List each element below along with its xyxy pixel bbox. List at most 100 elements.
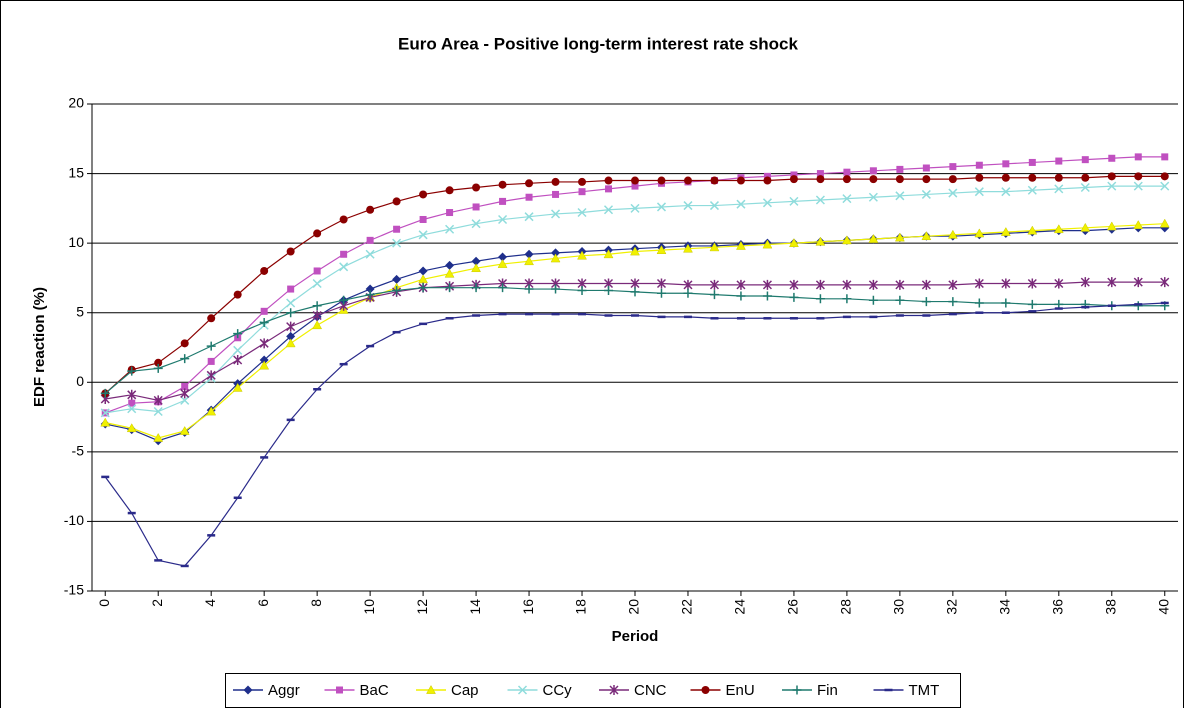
marker: [1054, 184, 1064, 194]
x-tick-label: 40: [1155, 599, 1171, 615]
marker: [524, 284, 534, 294]
marker: [975, 173, 984, 182]
marker: [418, 230, 428, 240]
marker: [153, 406, 163, 417]
marker: [1107, 277, 1117, 288]
marker: [445, 224, 455, 234]
y-tick-label: 5: [76, 303, 84, 319]
marker: [922, 164, 930, 172]
marker: [524, 256, 534, 266]
marker: [656, 202, 667, 212]
x-tick-label: 18: [573, 599, 589, 615]
marker: [604, 176, 613, 185]
marker: [868, 295, 878, 305]
x-tick-label: 38: [1102, 599, 1118, 615]
marker: [949, 163, 957, 171]
marker: [498, 252, 508, 262]
marker: [895, 295, 905, 305]
marker: [709, 201, 719, 211]
y-axis-title: EDF reaction (%): [31, 287, 48, 407]
marker: [792, 685, 802, 695]
marker: [127, 389, 137, 400]
legend-label: TMT: [909, 682, 940, 699]
marker: [472, 203, 480, 211]
marker: [1160, 277, 1170, 288]
marker: [339, 215, 348, 224]
marker: [921, 189, 931, 199]
marker: [339, 262, 349, 272]
marker: [393, 225, 401, 233]
marker: [630, 287, 640, 297]
marker: [683, 288, 693, 298]
marker: [100, 388, 110, 398]
marker: [815, 279, 825, 290]
marker: [1001, 173, 1010, 182]
marker: [153, 432, 164, 442]
marker: [815, 294, 825, 304]
marker: [498, 214, 508, 225]
x-tick-label: 16: [520, 599, 536, 615]
marker: [605, 185, 613, 193]
marker: [841, 235, 852, 245]
x-tick-label: 2: [149, 599, 165, 607]
marker: [392, 285, 402, 295]
marker: [233, 290, 242, 299]
marker: [1027, 185, 1037, 195]
marker: [444, 268, 455, 278]
marker: [340, 250, 348, 258]
marker: [286, 321, 296, 332]
marker: [472, 183, 481, 192]
marker: [339, 295, 349, 305]
marker: [286, 308, 296, 318]
marker: [312, 278, 322, 289]
x-tick-label: 8: [308, 599, 324, 607]
marker: [709, 290, 719, 300]
marker: [1134, 153, 1142, 161]
marker: [418, 266, 428, 276]
marker: [1107, 172, 1116, 181]
marker: [127, 404, 137, 414]
x-tick-label: 14: [467, 599, 483, 615]
marker: [312, 320, 323, 330]
y-tick-label: 10: [68, 234, 84, 250]
marker: [445, 283, 455, 293]
marker: [603, 205, 614, 215]
marker: [947, 229, 958, 239]
marker: [259, 338, 269, 349]
marker: [206, 370, 216, 381]
marker: [445, 260, 455, 270]
marker: [126, 423, 137, 433]
marker: [842, 279, 852, 290]
marker: [552, 190, 560, 198]
marker: [683, 279, 693, 290]
y-tick-label: 15: [68, 164, 84, 180]
marker: [551, 284, 561, 294]
marker: [1080, 222, 1091, 232]
marker: [896, 165, 904, 173]
x-tick-label: 0: [96, 599, 112, 607]
legend-label: Cap: [451, 682, 479, 699]
marker: [789, 292, 799, 302]
y-tick-label: 20: [68, 95, 84, 111]
marker: [1080, 182, 1090, 193]
marker: [709, 279, 719, 290]
marker: [948, 297, 958, 307]
marker: [366, 205, 375, 214]
marker: [815, 195, 825, 205]
marker: [843, 168, 851, 176]
marker: [763, 172, 771, 180]
marker: [1081, 156, 1089, 164]
marker: [701, 686, 710, 694]
marker: [868, 233, 879, 243]
marker: [789, 175, 798, 184]
marker: [285, 338, 296, 348]
marker: [816, 175, 825, 184]
marker: [233, 329, 243, 339]
marker: [180, 388, 190, 399]
x-tick-label: 6: [255, 599, 271, 607]
marker: [1000, 226, 1011, 236]
legend-label: EnU: [726, 682, 755, 699]
marker: [260, 307, 268, 315]
marker: [153, 363, 163, 373]
